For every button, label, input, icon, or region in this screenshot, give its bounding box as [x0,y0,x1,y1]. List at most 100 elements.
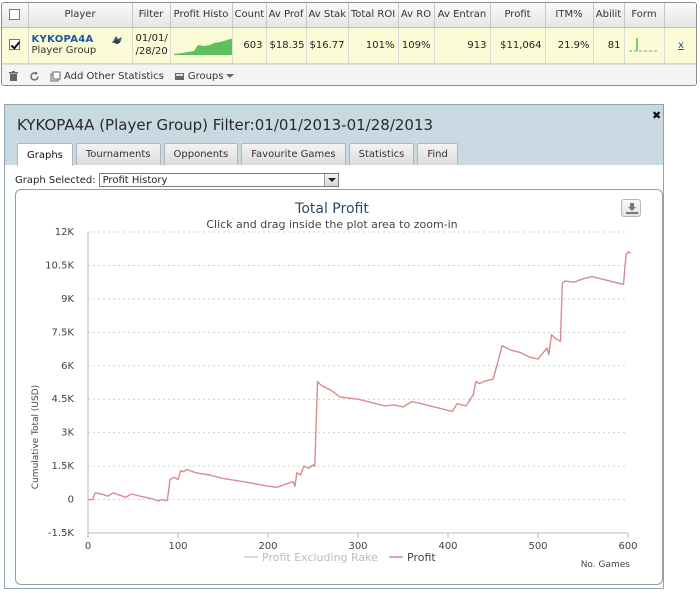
form-bars [629,37,659,51]
stats-panel: Player Filter Profit Histo Count Av Prof… [1,2,697,86]
player-group: Player Group [31,45,97,56]
tab-statistics[interactable]: Statistics [348,143,415,165]
delete-button[interactable] [8,70,19,82]
player-graph-window: KYKOPA4A (Player Group) Filter:01/01/201… [4,104,664,589]
legend: Profit Excluding Rake Profit [244,551,436,564]
stats-table: Player Filter Profit Histo Count Av Prof… [2,3,696,64]
av-entrants-value: 913 [434,27,491,64]
grid-lines [88,231,628,534]
x-tick-label: 400 [438,541,457,552]
y-tick-label: 12K [55,227,75,238]
y-tick-label: 9K [61,294,74,305]
filter-line-2: /28/20 [135,46,168,57]
refresh-button[interactable] [29,71,40,82]
graph-select-dropdown[interactable]: Profit History [98,173,339,187]
ability-value: 81 [593,27,625,64]
y-tick-label: 4.5K [52,394,75,405]
x-axis-label: No. Games [581,560,631,570]
col-remove [664,3,696,28]
y-tick-label: 3K [61,428,74,439]
count-value: 603 [232,27,267,64]
x-tick-label: 600 [618,541,637,552]
dropdown-arrow-icon[interactable] [323,174,338,186]
add-other-statistics-label: Add Other Statistics [64,70,164,82]
graph-select-row: Graph Selected: Profit History [15,173,339,187]
chart-subtitle: Click and drag inside the plot area to z… [206,218,457,231]
col-av-entrants[interactable]: Av Entran [434,3,491,28]
window-header[interactable]: KYKOPA4A (Player Group) Filter:01/01/201… [5,105,663,166]
remove-row-link[interactable]: x [678,39,684,51]
graph-select-value: Profit History [102,174,168,186]
profit-chart[interactable]: Total Profit Click and drag inside the p… [16,190,662,584]
chart-title: Total Profit [294,201,369,217]
add-other-statistics-button[interactable]: Add Other Statistics [50,71,164,82]
av-stake-value: $16.77 [306,27,349,64]
graph-selected-label: Graph Selected: [15,174,96,186]
y-axis-label: Cumulative Total (USD) [31,385,41,489]
window-title: KYKOPA4A (Player Group) Filter:01/01/201… [17,116,434,134]
y-tick-label: 7.5K [52,327,75,338]
table-header-row: Player Filter Profit Histo Count Av Prof… [2,3,696,28]
tab-tournaments[interactable]: Tournaments [75,143,161,165]
profit-series-line[interactable] [88,251,631,502]
av-profit-value: $18.35 [266,27,307,64]
col-form[interactable]: Form [624,3,665,28]
x-tick-label: 100 [168,541,187,552]
chart-container: Total Profit Click and drag inside the p… [15,189,663,585]
select-all-header[interactable] [2,3,29,28]
col-itm[interactable]: ITM% [545,3,594,28]
total-roi-value: 101% [348,27,399,64]
groups-icon [174,72,184,80]
legend-item-profit[interactable]: Profit [389,551,436,564]
col-profit[interactable]: Profit [490,3,546,28]
y-tick-label: 6K [61,361,74,372]
x-tick-label: 0 [85,541,91,552]
profit-history-sparkline-cell [170,27,233,64]
select-all-checkbox[interactable] [9,9,21,20]
tab-favourite-games[interactable]: Favourite Games [241,143,346,165]
av-roi-value: 109% [398,27,435,64]
player-cell[interactable]: KYKOPA4A Player Group [28,27,133,64]
col-av-profit[interactable]: Av Prof [266,3,307,28]
tab-find[interactable]: Find [417,143,458,165]
col-filter[interactable]: Filter [132,3,171,28]
remove-cell[interactable]: x [664,27,696,64]
group-icon[interactable] [110,34,124,46]
player-name[interactable]: KYKOPA4A [31,34,94,45]
row-checkbox-cell[interactable] [2,27,29,64]
col-av-roi[interactable]: Av RO [398,3,435,28]
profit-sparkline [173,38,231,55]
export-button[interactable] [621,199,641,217]
col-count[interactable]: Count [232,3,267,28]
col-av-stake[interactable]: Av Stak [306,3,349,28]
col-ability[interactable]: Abilit [593,3,625,28]
form-cell [624,27,665,64]
trash-icon [9,70,18,81]
axes: -1.5K 0 1.5K 3K 4.5K 6K 7.5K 9K 10.5K 12K 0 100 200 3… [45,227,637,552]
profit-value: $11,064 [490,27,546,64]
legend-label-profit: Profit [407,551,436,564]
download-icon [626,203,638,214]
y-tick-label: 10.5K [45,260,74,271]
row-checkbox[interactable] [9,39,21,51]
series-layer [88,251,631,502]
stats-toolbar: Add Other Statistics Groups [2,63,696,85]
col-profit-history[interactable]: Profit Histo [170,3,233,28]
y-tick-label: -1.5K [48,528,75,539]
legend-label-profit-excluding-rake: Profit Excluding Rake [262,551,378,564]
x-tick-label: 200 [258,541,277,552]
close-icon[interactable]: ✖ [652,109,662,122]
col-player[interactable]: Player [28,3,133,28]
x-tick-label: 500 [528,541,547,552]
refresh-icon [30,71,39,81]
groups-dropdown[interactable]: Groups [174,71,235,82]
groups-label: Groups [187,70,224,82]
tab-graphs[interactable]: Graphs [17,143,73,166]
tab-opponents[interactable]: Opponents [163,143,239,165]
table-row[interactable]: KYKOPA4A Player Group 01/01/ /28/20 [2,27,696,64]
legend-item-profit-excluding-rake[interactable]: Profit Excluding Rake [244,551,378,564]
y-tick-label: 1.5K [52,461,75,472]
add-stats-icon [50,71,61,81]
col-total-roi[interactable]: Total ROI [348,3,399,28]
filter-cell: 01/01/ /28/20 [132,27,171,64]
